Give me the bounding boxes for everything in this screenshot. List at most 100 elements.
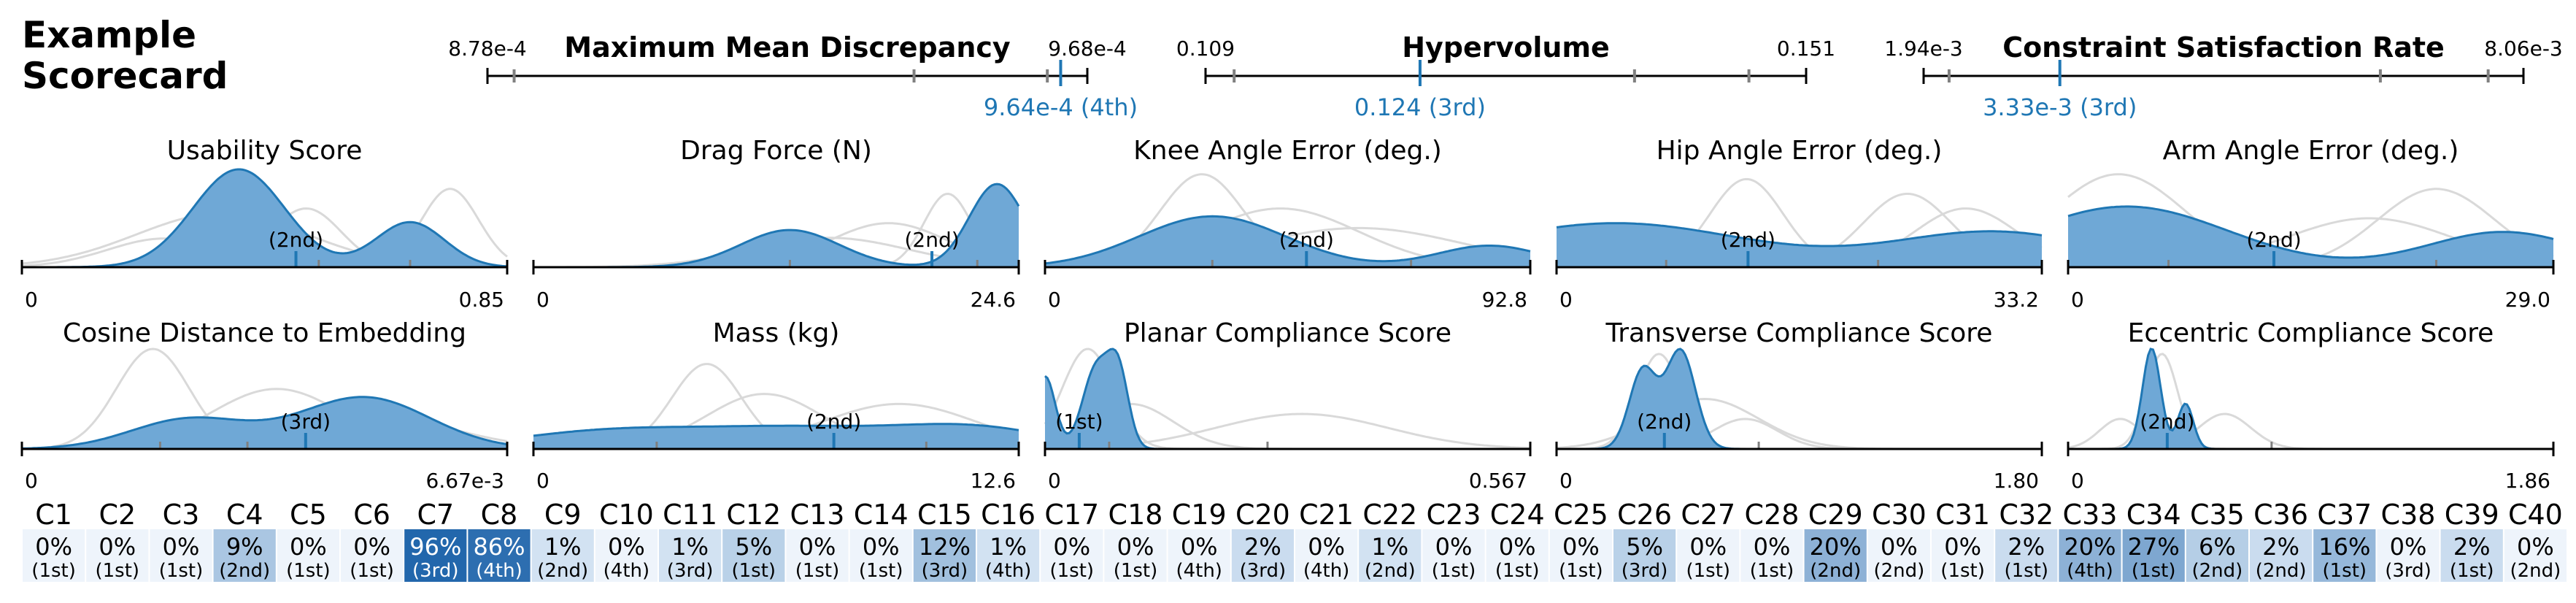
heatmap-rank: (4th) (476, 560, 522, 582)
heatmap-column-label: C31 (1935, 499, 1990, 531)
distribution-max-label: 0.85 (459, 288, 504, 312)
distribution-max-label: 1.86 (2505, 469, 2550, 493)
range-max-label: 9.68e-4 (1048, 37, 1127, 61)
heatmap-value: 6% (2199, 533, 2236, 561)
heatmap-cell-bg (1168, 529, 1230, 582)
heatmap-column-label: C16 (981, 499, 1036, 531)
heatmap-rank: (1st) (350, 560, 394, 582)
title-line-2: Scorecard (22, 55, 228, 97)
heatmap-value: 0% (1754, 533, 1791, 561)
area-panel-7: (2nd) Mass (kg) 0 12.6 (532, 318, 1020, 493)
heatmap-column-label: C14 (854, 499, 909, 531)
heatmap-column-label: C28 (1745, 499, 1800, 531)
range-min-label: 8.78e-4 (448, 37, 527, 61)
heatmap-value: 0% (2390, 533, 2427, 561)
heatmap-rank: (2nd) (537, 560, 588, 582)
heatmap-cell-bg (2122, 529, 2185, 582)
heatmap-cell-bg (86, 529, 149, 582)
heatmap-cell-bg (2059, 529, 2121, 582)
heatmap-rank: (1st) (2323, 560, 2367, 582)
heatmap-value: 0% (1308, 533, 1345, 561)
heatmap-column-label: C25 (1554, 499, 1608, 531)
heatmap-rank: (4th) (1303, 560, 1350, 582)
distribution-outline (1556, 222, 2043, 247)
heatmap-column-label: C26 (1617, 499, 1672, 531)
heatmap-rank: (1st) (1940, 560, 1985, 582)
distribution-area (22, 396, 507, 449)
heatmap-rank: (1st) (31, 560, 76, 582)
distribution-min-label: 0 (536, 288, 549, 312)
heatmap-column-label: C3 (163, 499, 200, 531)
heatmap-cell-bg (659, 529, 722, 582)
range-value-label: 9.64e-4 (4th) (984, 93, 1138, 121)
distribution-rank-label: (2nd) (1721, 228, 1775, 252)
heatmap-column-label: C20 (1235, 499, 1290, 531)
distribution-area (1045, 349, 1530, 449)
heatmap-column-label: C4 (226, 499, 263, 531)
heatmap-value: 96% (409, 533, 461, 561)
heatmap-rank: (3rd) (412, 560, 459, 582)
heatmap-cell-bg (468, 529, 531, 582)
heatmap-rank: (1st) (159, 560, 204, 582)
heatmap-rank: (2nd) (1873, 560, 1924, 582)
heatmap-value: 5% (735, 533, 772, 561)
heatmap-column-label: C30 (1872, 499, 1927, 531)
distribution-area (1557, 349, 2042, 449)
distribution-max-label: 12.6 (971, 469, 1016, 493)
range-max-label: 8.06e-3 (2484, 37, 2563, 61)
distribution-max-label: 6.67e-3 (426, 469, 505, 493)
distribution-title: Hip Angle Error (deg.) (1657, 136, 1943, 166)
heatmap-value: 0% (1435, 533, 1473, 561)
distribution-outline (1044, 215, 1531, 265)
range-value-label: 0.124 (3rd) (1354, 93, 1486, 121)
distribution-rank-label: (2nd) (1637, 410, 1692, 434)
heatmap-value: 0% (1944, 533, 1981, 561)
distribution-min-label: 0 (1048, 288, 1061, 312)
heatmap-rank: (1st) (286, 560, 331, 582)
distribution-max-label: 33.2 (1994, 288, 2039, 312)
distribution-max-label: 1.80 (1994, 469, 2039, 493)
heatmap-cell-bg (2377, 529, 2440, 582)
heatmap-value: 0% (2517, 533, 2554, 561)
area-panel-6: (3rd) Cosine Distance to Embedding 0 6.67e-… (20, 318, 509, 493)
heatmap-value: 20% (2064, 533, 2116, 561)
distribution-rank-label: (2nd) (1279, 228, 1334, 252)
heatmap-rank: (1st) (795, 560, 840, 582)
heatmap-rank: (1st) (859, 560, 903, 582)
heatmap-cell-bg (1740, 529, 1803, 582)
distribution-title: Cosine Distance to Embedding (63, 318, 466, 348)
heatmap-cell-bg (977, 529, 1040, 582)
heatmap-cell-bg (2504, 529, 2567, 582)
heatmap-rank: (1st) (2005, 560, 2049, 582)
heatmap-cell-bg (531, 529, 594, 582)
heatmap-cell: C91%(2nd) (531, 499, 594, 582)
range-max-label: 0.151 (1777, 37, 1835, 61)
heatmap-rank: (2nd) (2256, 560, 2307, 582)
heatmap-cell-bg (213, 529, 276, 582)
heatmap-cell-bg (341, 529, 404, 582)
heatmap-value: 0% (1181, 533, 1218, 561)
heatmap-rank: (2nd) (2510, 560, 2561, 582)
heatmap-column-label: C6 (353, 499, 390, 531)
distribution-min-label: 0 (1559, 288, 1573, 312)
heatmap-rank: (1st) (1750, 560, 1794, 582)
distribution-min-label: 0 (1559, 469, 1573, 493)
scorecard-title: Example Scorecard (22, 15, 343, 96)
heatmap-value: 9% (226, 533, 263, 561)
distribution-title: Arm Angle Error (deg.) (2163, 136, 2459, 166)
area-panel-4: (2nd) Hip Angle Error (deg.) 0 33.2 (1555, 136, 2043, 312)
heatmap-cell: C60%(1st) (341, 499, 404, 582)
heatmap-rank: (3rd) (1621, 560, 1668, 582)
